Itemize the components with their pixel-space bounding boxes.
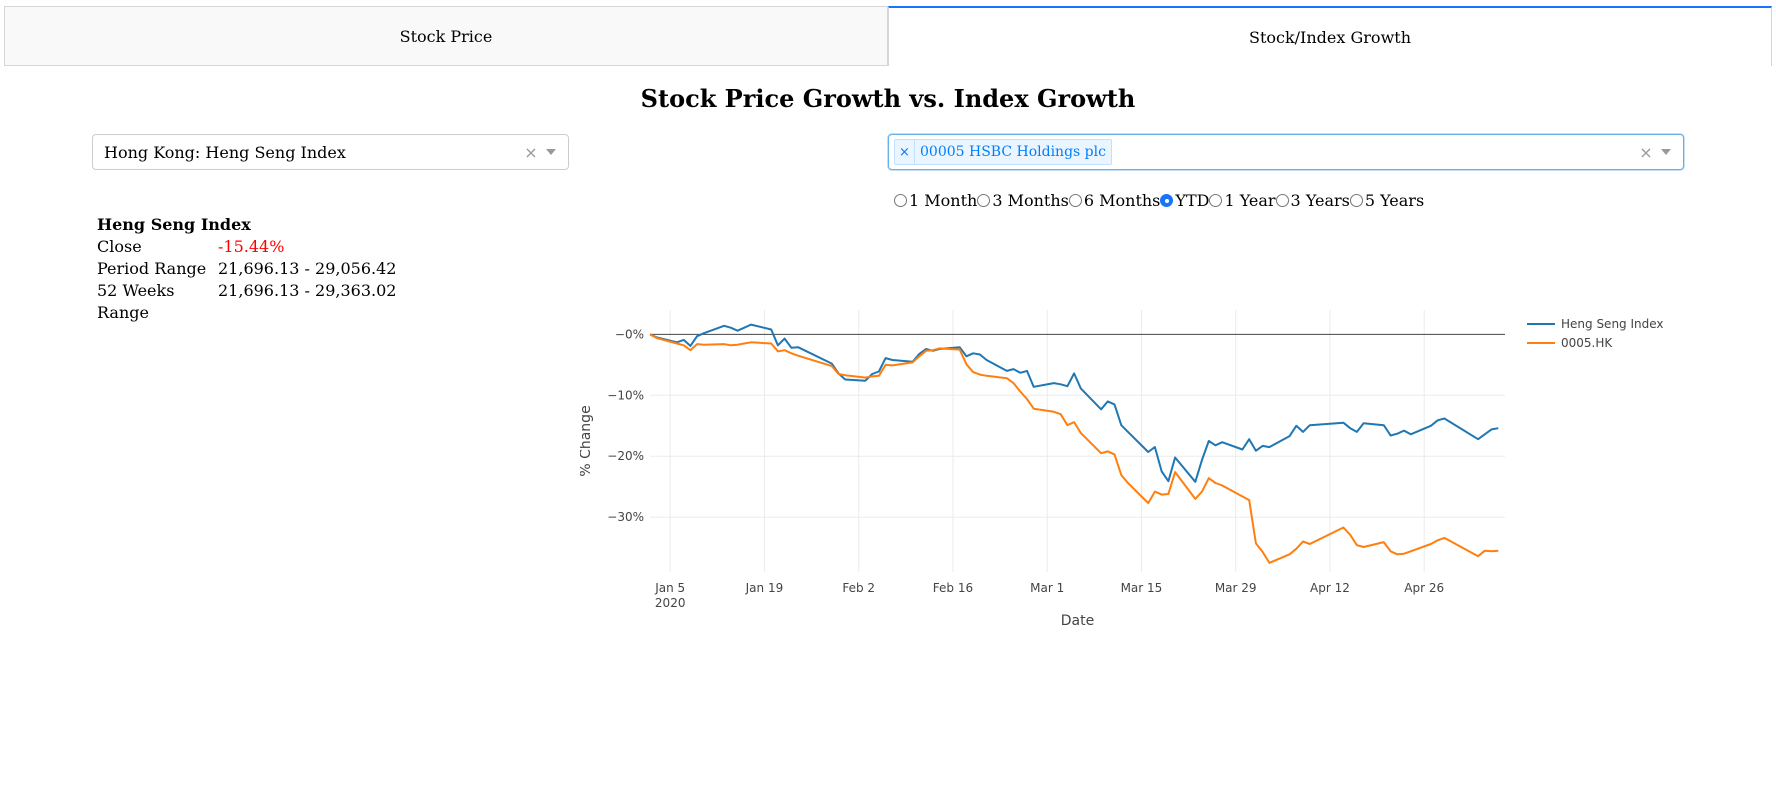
x-tick-label: Jan 19 bbox=[745, 581, 784, 595]
y-tick-label: −10% bbox=[607, 388, 644, 402]
period-radio-group: 1 Month 3 Months 6 Months YTD 1 Year 3 Years 5… bbox=[894, 191, 1424, 210]
tab-stock-index-growth-label: Stock/Index Growth bbox=[1248, 27, 1411, 47]
clear-icon[interactable]: × bbox=[1639, 142, 1653, 162]
legend-label: Heng Seng Index bbox=[1561, 317, 1664, 331]
index-info-title: Heng Seng Index bbox=[97, 215, 251, 234]
radio-button[interactable] bbox=[977, 194, 991, 207]
chevron-down-icon[interactable] bbox=[1661, 149, 1671, 155]
period-option-label: 1 Month bbox=[909, 191, 978, 210]
period-option-3-months[interactable]: 3 Months bbox=[977, 191, 1069, 210]
52-week-range-value: 21,696.13 - 29,363.02 bbox=[218, 281, 397, 300]
radio-button[interactable] bbox=[1349, 194, 1363, 207]
tab-stock-index-growth[interactable]: Stock/Index Growth bbox=[888, 6, 1772, 66]
info-row-close: Close -15.44% bbox=[97, 236, 396, 258]
period-option-label: 5 Years bbox=[1364, 191, 1425, 210]
radio-button[interactable] bbox=[1160, 194, 1174, 207]
x-tick-sublabel: 2020 bbox=[655, 596, 686, 610]
x-tick-label: Mar 29 bbox=[1215, 581, 1257, 595]
x-tick-label: Apr 12 bbox=[1310, 581, 1350, 595]
period-option-3-years[interactable]: 3 Years bbox=[1275, 191, 1350, 210]
radio-button[interactable] bbox=[1068, 194, 1082, 207]
stock-dropdown[interactable]: × 00005 HSBC Holdings plc × bbox=[888, 134, 1684, 170]
y-tick-label: −30% bbox=[607, 510, 644, 524]
growth-chart[interactable]: −0% −10% −20% −30% Jan 5 2020 Jan 19 Feb 2 Feb 1… bbox=[578, 300, 1720, 640]
legend-label: 0005.HK bbox=[1561, 336, 1613, 350]
x-axis-title: Date bbox=[1061, 613, 1094, 629]
period-option-5-years[interactable]: 5 Years bbox=[1349, 191, 1425, 210]
x-tick-label: Feb 2 bbox=[842, 581, 875, 595]
info-row-52-week-range: 52 Weeks Range 21,696.13 - 29,363.02 bbox=[97, 280, 396, 324]
info-key: Period Range bbox=[97, 259, 207, 278]
y-axis-title: % Change bbox=[580, 405, 594, 476]
index-info: Heng Seng Index Close -15.44% Period Ran… bbox=[97, 214, 396, 324]
x-tick-label: Mar 1 bbox=[1030, 581, 1064, 595]
period-option-label: 1 Year bbox=[1224, 191, 1276, 210]
tab-stock-price[interactable]: Stock Price bbox=[4, 6, 888, 66]
x-tick-label: Mar 15 bbox=[1121, 581, 1163, 595]
period-range-value: 21,696.13 - 29,056.42 bbox=[218, 259, 397, 278]
series-line-0 bbox=[649, 323, 1499, 483]
series-line-1 bbox=[649, 333, 1499, 564]
period-option-label: 3 Months bbox=[992, 191, 1069, 210]
radio-button[interactable] bbox=[1275, 194, 1289, 207]
tab-stock-price-label: Stock Price bbox=[399, 26, 493, 46]
index-dropdown[interactable]: Hong Kong: Heng Seng Index × bbox=[92, 134, 569, 170]
close-change-value: -15.44% bbox=[218, 237, 285, 256]
y-tick-label: −0% bbox=[615, 327, 644, 341]
radio-button[interactable] bbox=[894, 194, 907, 207]
tab-bar: Stock Price Stock/Index Growth bbox=[4, 6, 1772, 66]
period-option-1-month[interactable]: 1 Month bbox=[894, 191, 977, 210]
period-option-ytd[interactable]: YTD bbox=[1160, 191, 1209, 210]
y-tick-label: −20% bbox=[607, 449, 644, 463]
remove-chip-icon[interactable]: × bbox=[895, 140, 915, 164]
info-key: 52 Weeks Range bbox=[97, 281, 175, 322]
radio-button[interactable] bbox=[1209, 194, 1223, 207]
period-option-label: YTD bbox=[1175, 191, 1210, 210]
period-option-label: 3 Years bbox=[1290, 191, 1350, 210]
period-option-6-months[interactable]: 6 Months bbox=[1068, 191, 1161, 210]
info-key: Close bbox=[97, 237, 142, 256]
x-tick-label: Feb 16 bbox=[933, 581, 973, 595]
period-option-label: 6 Months bbox=[1083, 191, 1161, 210]
selected-stock-chip: × 00005 HSBC Holdings plc bbox=[894, 139, 1112, 165]
selected-stock-label: 00005 HSBC Holdings plc bbox=[920, 144, 1106, 160]
x-tick-label: Apr 26 bbox=[1404, 581, 1444, 595]
info-row-period-range: Period Range 21,696.13 - 29,056.42 bbox=[97, 258, 396, 280]
index-dropdown-value: Hong Kong: Heng Seng Index bbox=[104, 142, 346, 162]
x-tick-label: Jan 5 bbox=[654, 581, 685, 595]
clear-icon[interactable]: × bbox=[524, 142, 538, 162]
chevron-down-icon[interactable] bbox=[546, 149, 556, 155]
period-option-1-year[interactable]: 1 Year bbox=[1209, 191, 1276, 210]
page-title: Stock Price Growth vs. Index Growth bbox=[640, 84, 1136, 113]
